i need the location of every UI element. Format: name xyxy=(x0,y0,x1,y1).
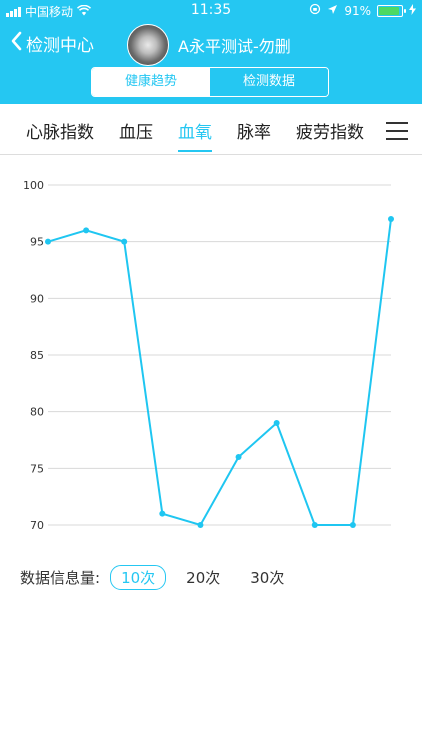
tab-bar: 心脉指数 血压 血氧 脉率 疲劳指数 xyxy=(0,104,422,155)
page-title: A永平测试-勿删 xyxy=(178,37,291,56)
wifi-icon xyxy=(76,4,92,19)
data-point xyxy=(311,522,318,528)
battery-icon xyxy=(377,4,406,17)
back-label: 检测中心 xyxy=(26,36,94,56)
active-tab-indicator xyxy=(178,150,212,152)
segment-detection-data[interactable]: 检测数据 xyxy=(210,68,328,96)
data-point xyxy=(349,522,356,528)
y-tick-label: 95 xyxy=(30,236,44,249)
blood-oxygen-chart: 70 75 80 85 90 95 100 xyxy=(0,170,422,540)
data-point xyxy=(273,420,280,426)
data-point xyxy=(235,454,242,460)
menu-icon[interactable] xyxy=(386,122,408,140)
data-point xyxy=(159,510,166,517)
y-tick-label: 90 xyxy=(30,292,44,305)
tab-blood-pressure[interactable]: 血压 xyxy=(119,123,153,143)
data-count-label: 数据信息量: xyxy=(20,569,101,587)
segment-health-trend[interactable]: 健康趋势 xyxy=(92,68,210,96)
tab-pulse-rate[interactable]: 脉率 xyxy=(237,123,271,143)
battery-percent: 91% xyxy=(344,3,371,18)
status-time: 11:35 xyxy=(190,2,232,18)
chevron-left-icon xyxy=(10,31,22,56)
series-line xyxy=(47,218,392,527)
data-count-selector: 数据信息量: 10次 20次 30次 xyxy=(20,565,294,590)
option-20[interactable]: 20次 xyxy=(186,569,221,587)
orientation-lock-icon xyxy=(309,3,321,18)
y-tick-label: 100 xyxy=(23,179,44,192)
data-point xyxy=(45,238,51,245)
carrier-label: 中国移动 xyxy=(25,5,74,19)
option-10[interactable]: 10次 xyxy=(110,565,167,590)
tab-fatigue-index[interactable]: 疲劳指数 xyxy=(296,123,364,143)
data-point xyxy=(197,522,204,528)
y-tick-label: 70 xyxy=(30,519,44,532)
data-point xyxy=(121,238,128,245)
tab-pulse-index[interactable]: 心脉指数 xyxy=(26,123,94,143)
header-bar: 中国移动 11:35 91% 检测中心 A xyxy=(0,0,422,104)
line-chart: 70 75 80 85 90 95 100 xyxy=(23,179,394,532)
data-point xyxy=(83,227,90,234)
y-tick-label: 85 xyxy=(30,349,44,362)
location-icon xyxy=(327,4,338,18)
option-30[interactable]: 30次 xyxy=(250,569,285,587)
nav-bar: 检测中心 A永平测试-勿删 xyxy=(0,22,422,66)
status-bar: 中国移动 11:35 91% xyxy=(0,0,422,22)
back-button[interactable]: 检测中心 xyxy=(10,31,94,56)
y-tick-label: 80 xyxy=(30,406,44,419)
avatar xyxy=(127,24,169,66)
charging-icon xyxy=(409,3,416,18)
signal-icon xyxy=(6,6,21,17)
y-tick-label: 75 xyxy=(30,462,44,475)
data-point xyxy=(388,216,394,222)
tab-blood-oxygen[interactable]: 血氧 xyxy=(178,123,212,143)
segment-control: 健康趋势 检测数据 xyxy=(91,67,329,97)
